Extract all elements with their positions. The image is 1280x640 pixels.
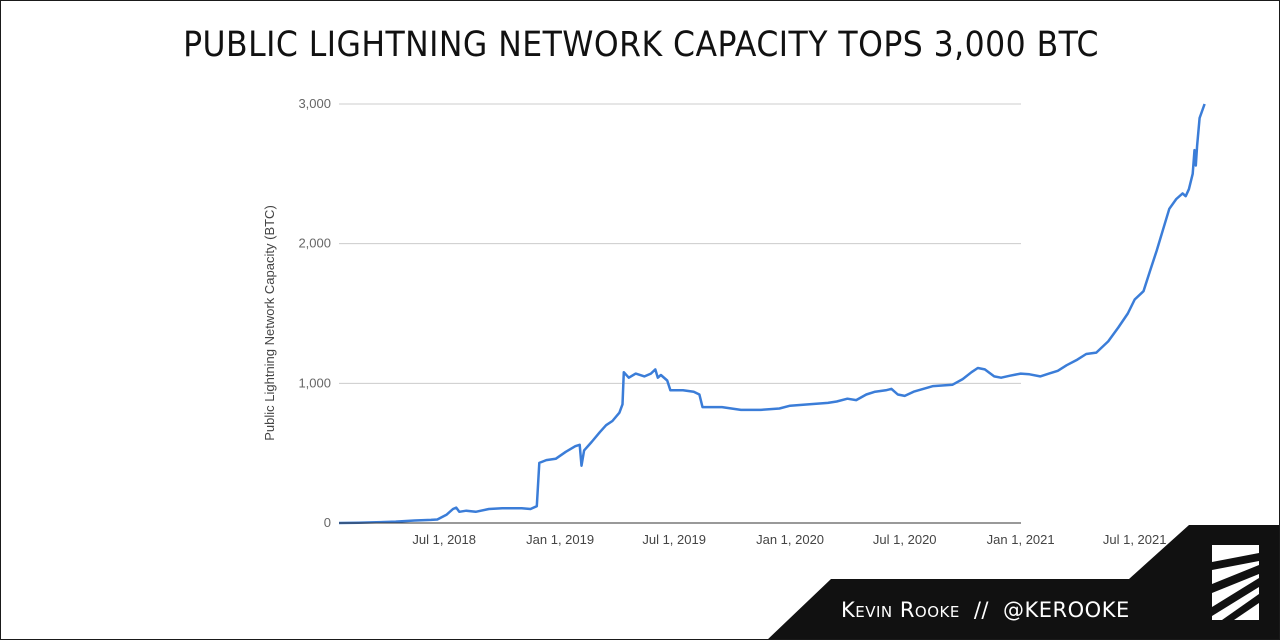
x-tick-label: Jul 1, 2019 bbox=[642, 532, 706, 547]
y-axis-label: Public Lightning Network Capacity (BTC) bbox=[262, 205, 277, 441]
x-tick-label: Jul 1, 2018 bbox=[412, 532, 476, 547]
y-tick-label: 1,000 bbox=[298, 375, 331, 390]
x-tick-label: Jan 1, 2020 bbox=[756, 532, 824, 547]
x-tick-label: Jan 1, 2019 bbox=[526, 532, 594, 547]
x-tick-label: Jul 1, 2020 bbox=[873, 532, 937, 547]
series-line-capacity bbox=[338, 103, 1206, 525]
footer-credit: Kevin Rooke // @KEROOKE bbox=[841, 598, 1130, 622]
y-tick-label: 3,000 bbox=[298, 96, 331, 111]
footer-separator: // bbox=[973, 598, 990, 622]
y-tick-label: 0 bbox=[324, 515, 331, 530]
x-axis-ticks: Jul 1, 2018 Jan 1, 2019 Jul 1, 2019 Jan 1, … bbox=[412, 532, 1166, 547]
y-axis-ticks: 0 1,000 2,000 3,000 bbox=[298, 96, 331, 530]
twitter-handle: @KEROOKE bbox=[1003, 598, 1130, 622]
logo-icon bbox=[1212, 545, 1259, 620]
x-tick-label: Jan 1, 2021 bbox=[987, 532, 1055, 547]
y-tick-label: 2,000 bbox=[298, 236, 331, 251]
author-name: Kevin Rooke bbox=[841, 598, 960, 622]
chart-title: PUBLIC LIGHTNING NETWORK CAPACITY TOPS 3… bbox=[183, 25, 1099, 65]
footer-band bbox=[768, 525, 1279, 639]
x-tick-label: Jul 1, 2021 bbox=[1103, 532, 1167, 547]
gridlines bbox=[339, 103, 1021, 384]
